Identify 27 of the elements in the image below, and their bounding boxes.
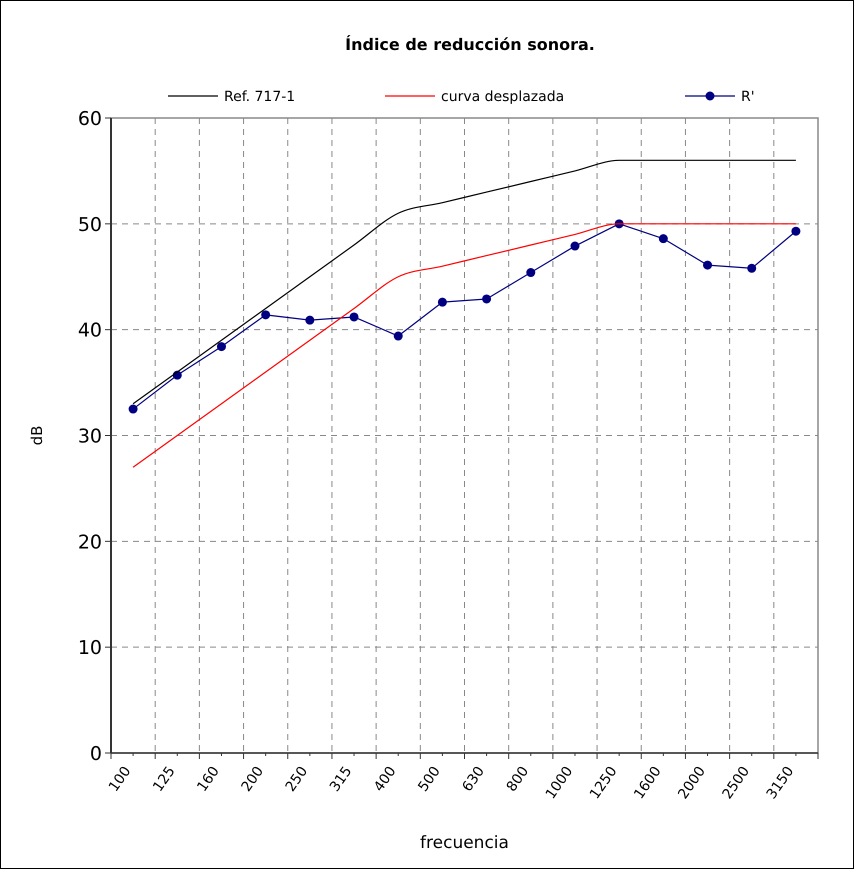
point [570,242,580,251]
y-tick-label: 0 [90,743,102,765]
point [394,332,403,341]
point [305,316,314,325]
legend-label: Ref. 717-1 [224,89,296,105]
point [482,294,492,304]
point [438,298,447,307]
x-axis-title: frecuencia [420,833,509,853]
point [216,342,226,352]
point [261,310,270,320]
chart-title: Índice de reducción sonora. [345,35,595,54]
point [747,264,756,273]
legend-label: curva desplazada [441,89,564,105]
y-tick-label: 40 [78,320,102,342]
point [350,312,359,322]
point [658,234,668,244]
y-axis-title: dB [28,426,46,446]
y-tick-label: 50 [78,214,102,236]
point [791,226,800,236]
point [128,404,138,414]
point [703,260,712,270]
y-tick-label: 10 [78,637,102,660]
y-tick-label: 20 [78,531,102,554]
y-tick-label: 30 [78,426,102,448]
legend-label: R' [741,89,755,105]
y-tick-label: 60 [78,108,102,130]
point [526,268,536,278]
